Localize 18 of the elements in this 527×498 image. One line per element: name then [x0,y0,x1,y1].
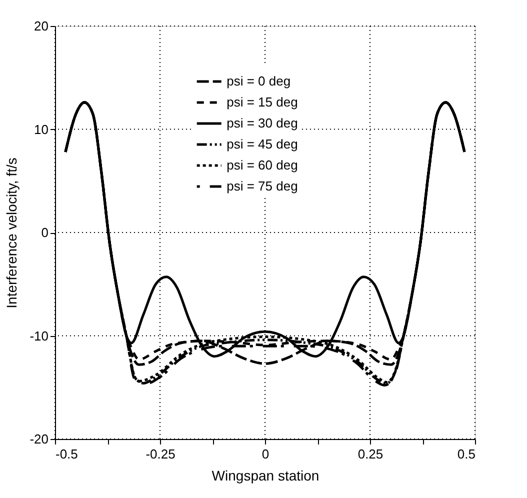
legend-label: psi = 15 deg [226,94,298,110]
y-axis-title: Interference velocity, ft/s [4,158,20,308]
y-tick-label: -20 [30,432,48,446]
y-tick-label: 0 [41,225,48,240]
legend-label: psi = 60 deg [226,158,298,172]
y-tick-label: 20 [34,18,48,34]
y-tick-label: 10 [34,122,48,137]
y-tick-label: -10 [30,328,48,344]
legend-label: psi = 30 deg [226,116,298,130]
x-axis-title: Wingspan station [212,468,320,484]
x-tick-label: -0.5 [56,446,78,462]
legend-label: psi = 0 deg [226,74,291,88]
legend-label: psi = 75 deg [226,178,298,194]
x-tick-label: 0.25 [358,446,384,462]
x-tick-label: -0.25 [146,446,176,462]
x-tick-label: 0 [262,446,270,462]
legend-label: psi = 45 deg [226,136,298,152]
x-tick-label: 0.5 [457,446,476,462]
